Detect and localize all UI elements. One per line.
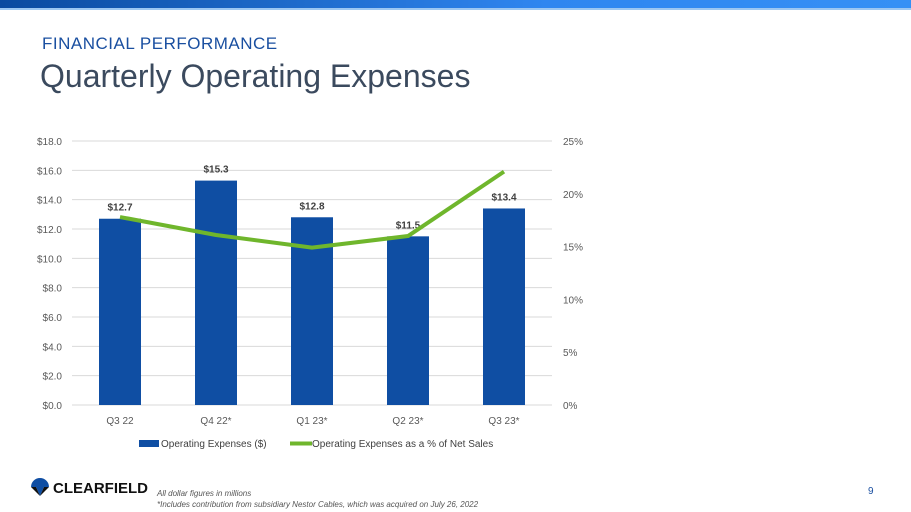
legend-bar-label: Operating Expenses ($) xyxy=(161,439,267,450)
left-tick-label: $0.0 xyxy=(43,401,63,412)
bar xyxy=(483,208,525,405)
right-tick-label: 20% xyxy=(563,190,583,201)
left-tick-label: $2.0 xyxy=(43,372,63,383)
note-acquisition: *Includes contribution from subsidiary N… xyxy=(157,500,479,509)
logo-text: CLEARFIELD xyxy=(53,479,148,497)
left-tick-label: $12.0 xyxy=(37,225,62,236)
right-tick-label: 0% xyxy=(563,401,578,412)
bar-data-label: $12.7 xyxy=(107,203,132,214)
left-tick-label: $18.0 xyxy=(37,137,62,148)
x-tick-label: Q2 23* xyxy=(392,416,423,427)
top-banner-line xyxy=(0,8,911,10)
bar-data-label: $11.5 xyxy=(396,220,421,231)
right-tick-label: 15% xyxy=(563,243,583,254)
right-tick-label: 5% xyxy=(563,348,578,359)
x-tick-label: Q1 23* xyxy=(296,416,327,427)
bar xyxy=(195,180,237,405)
page-title: Quarterly Operating Expenses xyxy=(40,58,471,94)
left-tick-label: $6.0 xyxy=(43,313,63,324)
bar-data-label: $13.4 xyxy=(491,192,516,203)
left-tick-label: $10.0 xyxy=(37,254,62,265)
top-banner xyxy=(0,0,911,8)
left-tick-label: $4.0 xyxy=(43,342,63,353)
bar-data-label: $15.3 xyxy=(203,165,228,176)
x-tick-label: Q3 22 xyxy=(106,416,134,427)
legend-line-label: Operating Expenses as a % of Net Sales xyxy=(312,439,493,450)
x-tick-label: Q3 23* xyxy=(488,416,519,427)
bar xyxy=(99,218,141,405)
clearfield-logo: CLEARFIELD xyxy=(30,478,148,498)
right-tick-label: 10% xyxy=(563,295,583,306)
x-tick-label: Q4 22* xyxy=(200,416,231,427)
page-number: 9 xyxy=(868,486,874,497)
bar-data-label: $12.8 xyxy=(299,201,324,212)
legend-bar-swatch xyxy=(139,440,159,447)
left-tick-label: $16.0 xyxy=(37,166,62,177)
right-tick-label: 25% xyxy=(563,137,583,148)
bar xyxy=(387,236,429,405)
left-tick-label: $8.0 xyxy=(43,284,63,295)
left-tick-label: $14.0 xyxy=(37,196,62,207)
line-series xyxy=(119,169,506,250)
section-kicker: FINANCIAL PERFORMANCE xyxy=(42,34,278,53)
logo-icon xyxy=(31,478,49,496)
note-dollars: All dollar figures in millions xyxy=(157,489,252,498)
